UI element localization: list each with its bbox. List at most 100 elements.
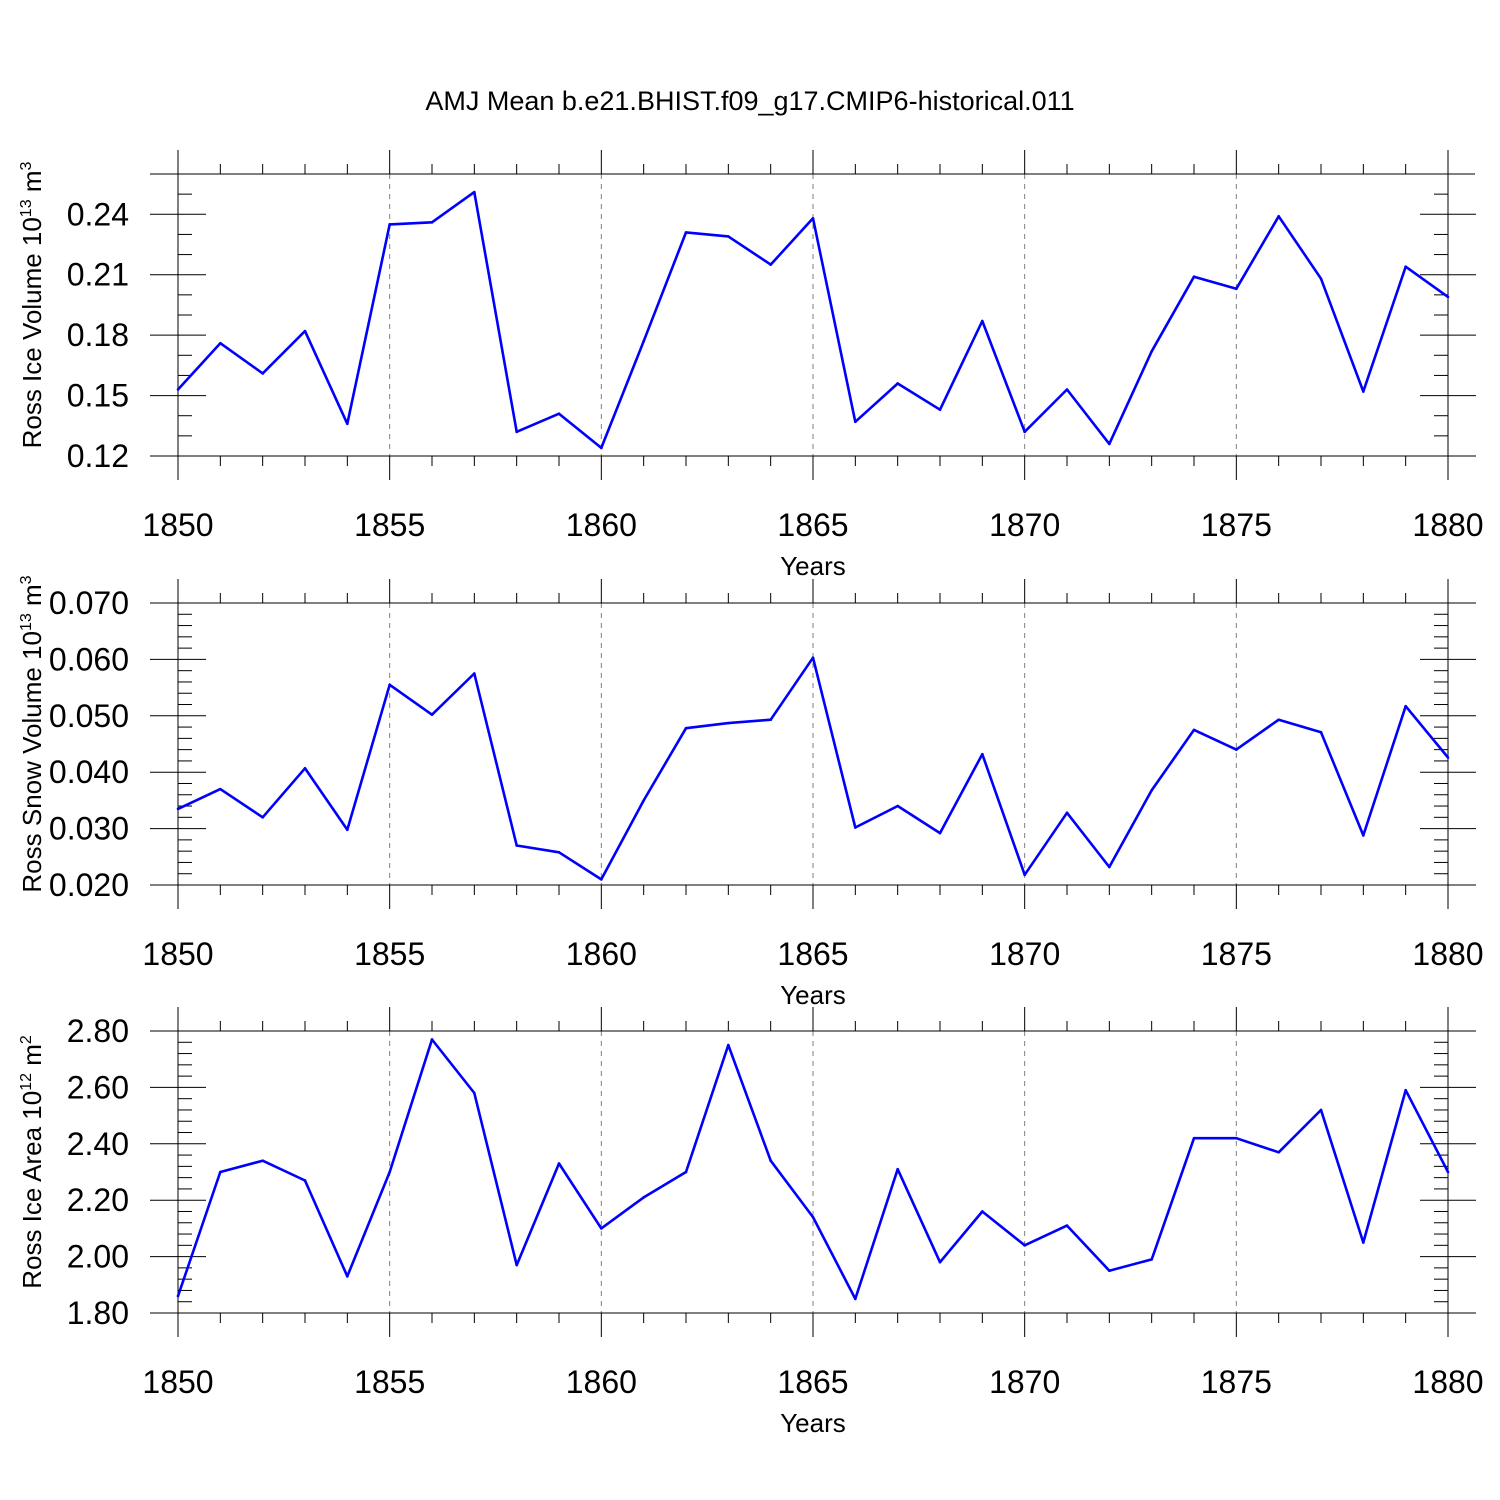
data-point xyxy=(515,1263,518,1267)
data-point xyxy=(1192,1136,1196,1140)
data-point xyxy=(727,235,730,238)
data-point xyxy=(981,1210,984,1213)
y-tick-label: 0.040 xyxy=(49,754,129,790)
data-point xyxy=(684,726,688,730)
data-point xyxy=(430,221,434,224)
data-point xyxy=(1023,430,1026,434)
data-point xyxy=(515,430,518,434)
data-point xyxy=(1108,442,1111,446)
data-point xyxy=(1446,756,1450,759)
data-point xyxy=(769,263,772,266)
data-point xyxy=(1362,390,1365,393)
chart-panel-1: 1850 1855 1860 1865 1870 1875 1880 Years 0.12 0.1… xyxy=(17,150,1484,581)
data-point xyxy=(1277,1150,1280,1154)
data-point xyxy=(727,1043,730,1047)
chart-panel-3: 1850 1855 1860 1865 1870 1875 1880 Years 1.80 2.0… xyxy=(17,1007,1484,1438)
data-point xyxy=(811,656,815,660)
data-point xyxy=(896,1167,899,1171)
data-point xyxy=(1362,1241,1365,1244)
data-point xyxy=(346,828,349,832)
data-point xyxy=(854,420,857,424)
data-point xyxy=(642,1196,645,1199)
data-point xyxy=(938,831,942,835)
y-axis-label-main: Ross Ice Area 10 xyxy=(17,1091,47,1289)
y-tick-label: 0.070 xyxy=(49,585,129,621)
y-tick-label: 2.80 xyxy=(67,1013,129,1049)
data-point xyxy=(981,752,984,756)
x-tick-label: 1880 xyxy=(1412,507,1483,543)
y-axis-label-sup: 13 xyxy=(18,199,35,217)
x-tick-label: 1855 xyxy=(354,1364,425,1400)
data-point xyxy=(557,1162,561,1165)
data-point xyxy=(769,1159,772,1163)
data-point xyxy=(430,713,434,716)
y-axis-label-unit: m xyxy=(17,1044,47,1073)
data-point xyxy=(1404,704,1407,708)
data-point xyxy=(1277,215,1280,218)
data-point xyxy=(473,1091,476,1095)
y-tick-label: 0.18 xyxy=(67,317,129,353)
x-tick-label: 1850 xyxy=(142,507,213,543)
data-point xyxy=(219,1170,222,1174)
y-tick-label: 2.20 xyxy=(67,1182,129,1218)
data-point xyxy=(1065,388,1069,391)
x-axis-label: Years xyxy=(780,1408,846,1438)
data-point xyxy=(261,816,264,819)
data-point xyxy=(303,329,307,333)
x-tick-label: 1875 xyxy=(1201,1364,1272,1400)
data-point xyxy=(388,683,391,687)
x-axis-label: Years xyxy=(780,551,846,581)
data-point xyxy=(176,388,180,391)
data-point xyxy=(430,1038,434,1041)
data-point xyxy=(600,446,603,450)
y-axis-label-main: Ross Snow Volume 10 xyxy=(17,631,47,893)
y-tick-label: 0.24 xyxy=(67,196,129,232)
data-point xyxy=(854,1297,857,1301)
data-point xyxy=(515,844,518,847)
data-point xyxy=(600,1227,603,1230)
x-tick-label: 1850 xyxy=(142,936,213,972)
data-point xyxy=(1235,1136,1238,1140)
y-tick-label: 0.020 xyxy=(49,867,129,903)
x-tick-label: 1875 xyxy=(1201,507,1272,543)
x-tick-label: 1865 xyxy=(777,507,848,543)
y-axis-label-unit-sup: 3 xyxy=(18,575,35,584)
data-point xyxy=(303,1179,307,1182)
data-point xyxy=(346,1275,349,1278)
data-point xyxy=(896,382,899,385)
data-point xyxy=(219,787,222,791)
y-axis-label-sup: 13 xyxy=(18,613,35,631)
data-point xyxy=(473,190,476,194)
data-point xyxy=(1446,1170,1450,1174)
data-point xyxy=(600,878,603,881)
y-axis-label-unit-sup: 2 xyxy=(18,1035,35,1044)
chart-panel-2: 1850 1855 1860 1865 1870 1875 1880 Years 0.020 0.… xyxy=(17,575,1484,1010)
data-point xyxy=(896,804,899,808)
y-tick-label: 0.030 xyxy=(49,811,129,847)
data-point xyxy=(1108,865,1111,869)
panels: 1850 1855 1860 1865 1870 1875 1880 Years 0.12 0.1… xyxy=(17,150,1484,1438)
y-tick-label: 0.21 xyxy=(67,257,129,293)
data-point xyxy=(727,721,730,725)
data-point xyxy=(1446,295,1450,299)
y-axis-label: Ross Snow Volume 1013 m3 xyxy=(17,575,47,892)
y-tick-label: 0.060 xyxy=(49,641,129,677)
data-point xyxy=(557,412,561,416)
data-point xyxy=(261,1159,264,1163)
data-point xyxy=(1150,349,1153,353)
x-tick-label: 1880 xyxy=(1412,1364,1483,1400)
data-point xyxy=(557,850,561,854)
data-point xyxy=(1235,287,1238,291)
data-point xyxy=(176,1294,180,1298)
data-point xyxy=(938,1260,942,1264)
data-point xyxy=(1404,265,1407,268)
data-point xyxy=(1319,277,1323,281)
y-axis-label-unit-sup: 3 xyxy=(18,161,35,170)
data-point xyxy=(1235,748,1238,751)
data-point xyxy=(1065,1224,1069,1227)
y-axis-label: Ross Ice Volume 1013 m3 xyxy=(17,161,47,448)
y-axis-label-unit: m xyxy=(17,170,47,199)
y-axis-label-main: Ross Ice Volume 10 xyxy=(17,217,47,448)
series-line xyxy=(176,1038,1450,1301)
